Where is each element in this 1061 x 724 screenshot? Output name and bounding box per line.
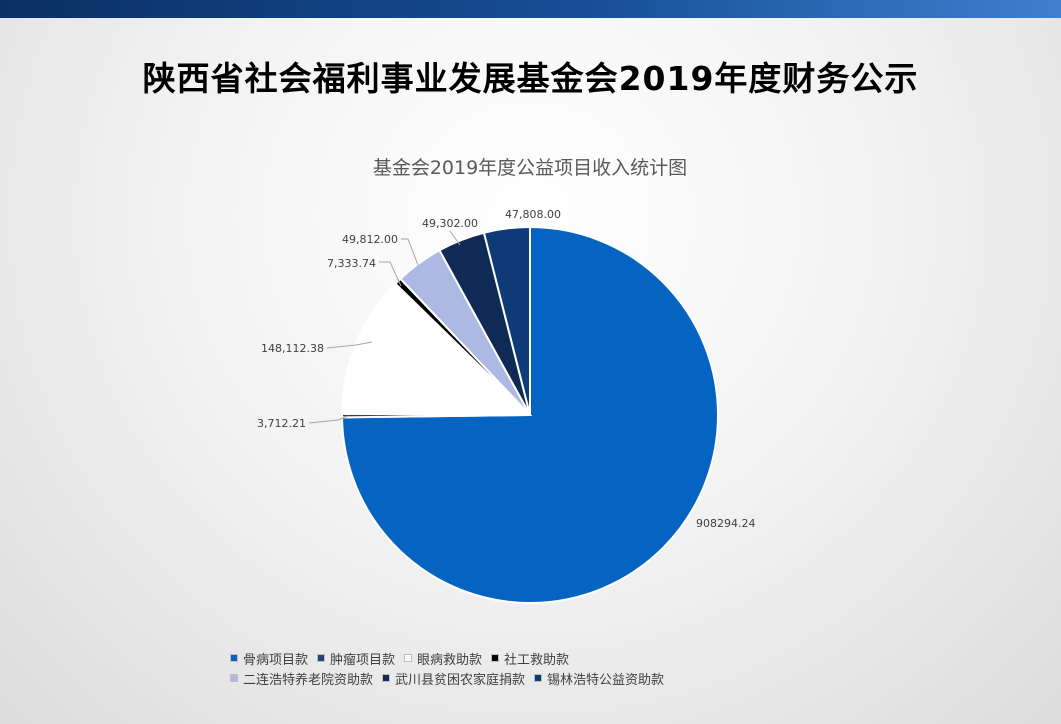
data-label-6: 49,302.00 <box>422 217 478 230</box>
top-bar <box>0 0 1061 18</box>
chart-title: 基金会2019年度公益项目收入统计图 <box>373 157 687 179</box>
leader-line-2 <box>308 415 349 424</box>
data-label-1: 908294.24 <box>696 517 756 530</box>
data-label-5: 49,812.00 <box>342 233 398 246</box>
legend-swatch <box>534 674 543 682</box>
legend-item-4: 社工救助款 <box>491 649 569 668</box>
data-label-7: 47,808.00 <box>505 208 561 221</box>
legend-swatch <box>317 654 326 662</box>
legend-swatch <box>230 654 238 662</box>
legend-label: 武川县贫困农家庭捐款 <box>395 672 526 688</box>
page-title: 陕西省社会福利事业发展基金会2019年度财务公示 <box>142 59 919 98</box>
legend-row: 骨病项目款 肿瘤项目款 眼病救助款 社工救助款 <box>230 648 790 668</box>
chart-legend: 骨病项目款 肿瘤项目款 眼病救助款 社工救助款 二连浩特养老院资助款 武川县贫困农家庭捐… <box>230 648 790 688</box>
leader-line-3 <box>326 341 373 349</box>
legend-item-6: 武川县贫困农家庭捐款 <box>382 669 525 688</box>
legend-label: 肿瘤项目款 <box>330 652 396 668</box>
legend-item-3: 眼病救助款 <box>404 649 482 668</box>
legend-label: 眼病救助款 <box>417 652 483 668</box>
legend-label: 社工救助款 <box>504 652 570 668</box>
legend-swatch <box>382 674 391 682</box>
pie-slice-7 <box>482 225 531 416</box>
data-label-4: 7,333.74 <box>327 257 376 270</box>
legend-swatch <box>230 674 238 682</box>
leader-line-6 <box>449 230 461 246</box>
legend-label: 锡林浩特公益资助款 <box>547 672 665 688</box>
legend-label: 二连浩特养老院资助款 <box>243 672 374 688</box>
pie-slice-3 <box>340 282 533 417</box>
legend-item-2: 肿瘤项目款 <box>317 649 395 668</box>
legend-row: 二连浩特养老院资助款 武川县贫困农家庭捐款 锡林浩特公益资助款 <box>230 668 790 688</box>
leader-line-5 <box>401 238 419 266</box>
legend-swatch <box>491 654 500 662</box>
legend-item-1: 骨病项目款 <box>230 649 308 668</box>
legend-item-7: 锡林浩特公益资助款 <box>534 669 664 688</box>
legend-item-5: 二连浩特养老院资助款 <box>230 669 373 688</box>
legend-label: 骨病项目款 <box>243 652 309 668</box>
data-label-3: 148,112.38 <box>261 342 324 355</box>
data-label-2: 3,712.21 <box>257 417 306 430</box>
leader-line-4 <box>379 261 402 287</box>
legend-swatch <box>404 654 413 662</box>
